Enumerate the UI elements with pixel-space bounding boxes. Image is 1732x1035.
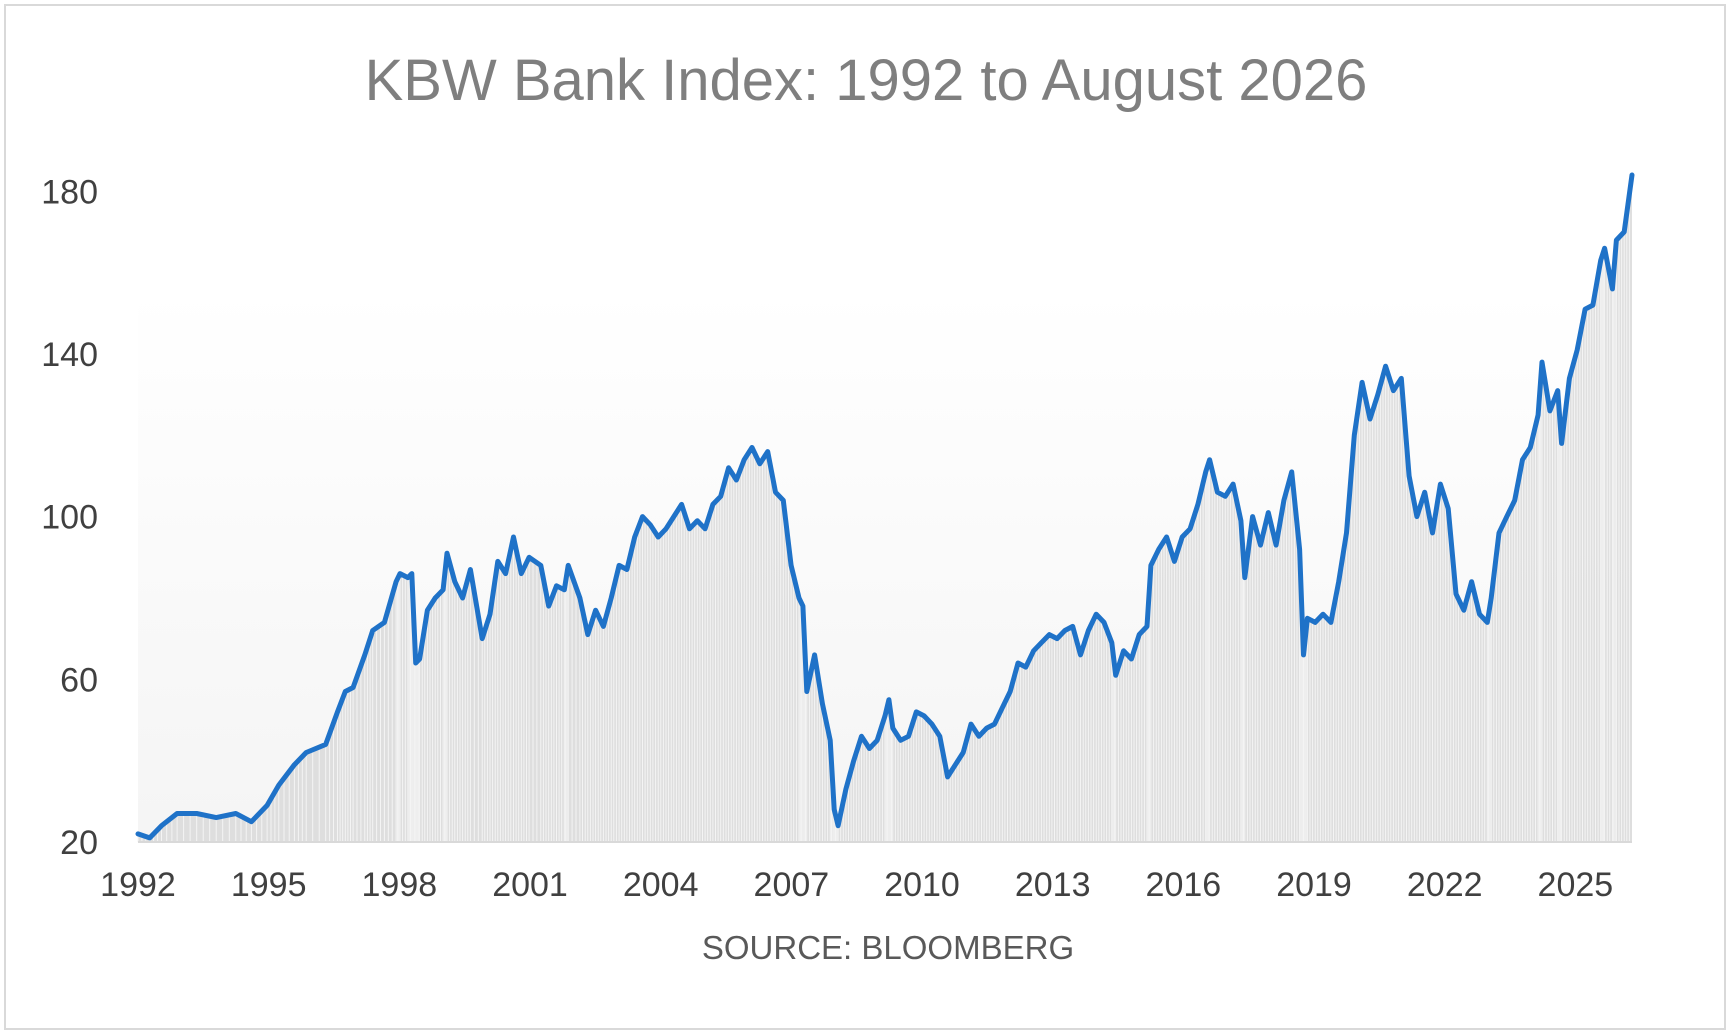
x-tick-label: 2025 bbox=[1538, 866, 1614, 904]
y-tick-label: 60 bbox=[60, 661, 98, 699]
x-tick-label: 2010 bbox=[884, 866, 960, 904]
y-tick-label: 180 bbox=[41, 173, 98, 211]
y-tick-label: 140 bbox=[41, 336, 98, 374]
y-axis-tick-labels: 20 60 100 140 180 bbox=[41, 173, 98, 862]
x-tick-label: 2016 bbox=[1146, 866, 1222, 904]
area-hatch bbox=[137, 194, 1630, 842]
x-tick-label: 2013 bbox=[1015, 866, 1091, 904]
series-line bbox=[135, 172, 1635, 841]
x-tick-label: 1992 bbox=[100, 866, 176, 904]
x-tick-label: 2019 bbox=[1276, 866, 1352, 904]
plot-area bbox=[135, 172, 1635, 843]
y-tick-label: 100 bbox=[41, 499, 98, 537]
series-area-fill bbox=[138, 175, 1632, 842]
x-tick-label: 1995 bbox=[231, 866, 307, 904]
x-tick-label: 2007 bbox=[754, 866, 830, 904]
x-tick-label: 1998 bbox=[362, 866, 438, 904]
x-tick-label: 2001 bbox=[492, 866, 568, 904]
x-tick-label: 2004 bbox=[623, 866, 699, 904]
x-axis-tick-labels: 1992 1995 1998 2001 2004 2007 2010 2013 2016 2019… bbox=[100, 866, 1613, 904]
x-tick-label: 2022 bbox=[1407, 866, 1483, 904]
source-label: SOURCE: BLOOMBERG bbox=[702, 929, 1074, 966]
chart-title: KBW Bank Index: 1992 to August 2026 bbox=[365, 48, 1368, 113]
y-tick-label: 20 bbox=[60, 824, 98, 862]
